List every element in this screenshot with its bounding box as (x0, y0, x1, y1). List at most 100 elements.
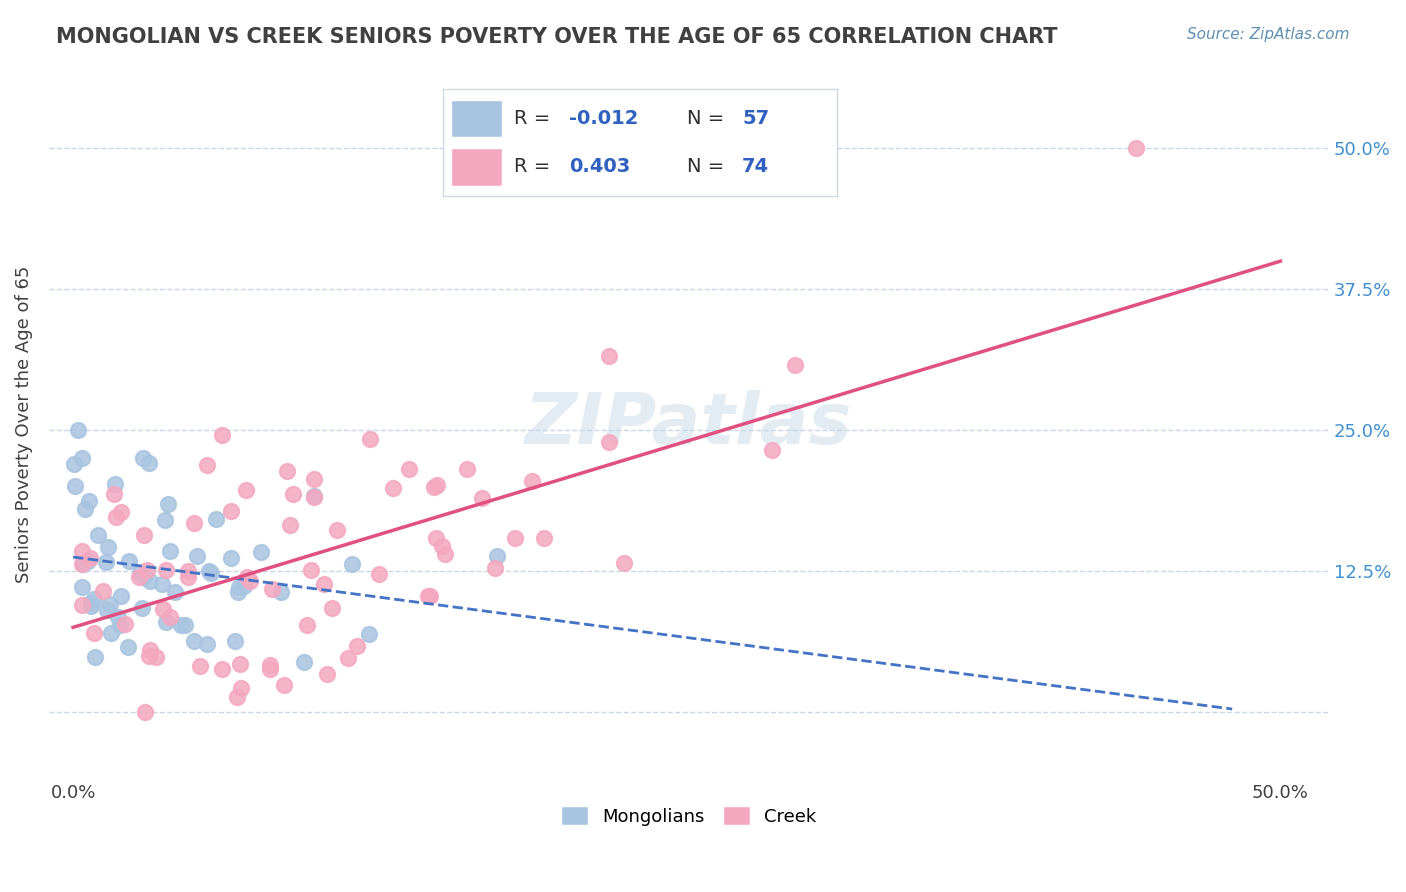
Creek (134, 705, 156, 719)
Creek (103, 486, 125, 500)
Creek (225, 690, 247, 704)
Y-axis label: Seniors Poverty Over the Age of 65: Seniors Poverty Over the Age of 65 (15, 266, 32, 582)
Mongolians (150, 577, 173, 591)
Creek (262, 582, 284, 596)
Creek (259, 662, 281, 676)
Creek (295, 617, 318, 632)
Creek (236, 569, 259, 583)
FancyBboxPatch shape (451, 100, 502, 137)
Mongolians (70, 580, 93, 594)
Creek (359, 432, 381, 446)
Mongolians (96, 603, 118, 617)
Creek (104, 510, 127, 524)
Mongolians (170, 618, 193, 632)
Creek (229, 681, 252, 696)
Mongolians (270, 584, 292, 599)
Creek (302, 473, 325, 487)
Creek (456, 461, 478, 475)
Creek (503, 532, 526, 546)
Mongolians (183, 634, 205, 648)
Mongolians (153, 513, 176, 527)
Mongolians (228, 584, 250, 599)
Mongolians (186, 549, 208, 563)
Text: N =: N = (688, 157, 731, 176)
Mongolians (73, 502, 96, 516)
Creek (761, 443, 783, 458)
Creek (177, 564, 200, 578)
Mongolians (224, 634, 246, 648)
Text: R =: R = (513, 109, 557, 128)
Mongolians (86, 528, 108, 542)
Creek (259, 657, 281, 672)
Mongolians (134, 570, 156, 584)
Mongolians (107, 609, 129, 624)
Mongolians (304, 489, 326, 503)
Creek (221, 504, 243, 518)
Mongolians (62, 457, 84, 471)
Mongolians (104, 477, 127, 491)
Mongolians (292, 655, 315, 669)
Creek (520, 475, 543, 489)
Creek (139, 642, 162, 657)
Creek (418, 589, 440, 603)
Creek (70, 598, 93, 612)
Creek (426, 477, 449, 491)
Creek (382, 481, 405, 495)
Creek (533, 531, 555, 545)
Creek (278, 517, 301, 532)
Mongolians (83, 591, 105, 606)
Mongolians (77, 554, 100, 568)
Mongolians (96, 555, 118, 569)
Creek (484, 560, 506, 574)
Mongolians (486, 549, 509, 563)
Mongolians (157, 497, 180, 511)
Mongolians (204, 512, 226, 526)
Mongolians (159, 544, 181, 558)
Creek (235, 483, 257, 498)
Creek (155, 563, 177, 577)
Creek (598, 435, 620, 450)
Mongolians (118, 554, 141, 568)
Creek (152, 601, 174, 615)
Text: N =: N = (688, 109, 731, 128)
Creek (79, 551, 101, 566)
Creek (138, 649, 160, 664)
Creek (128, 570, 150, 584)
Mongolians (80, 599, 103, 613)
Creek (346, 639, 368, 653)
Creek (228, 657, 250, 671)
Creek (430, 539, 453, 553)
Mongolians (163, 585, 186, 599)
Mongolians (108, 618, 131, 632)
Text: 0.403: 0.403 (569, 157, 630, 176)
Mongolians (219, 550, 242, 565)
Legend: Mongolians, Creek: Mongolians, Creek (553, 797, 825, 835)
Creek (110, 505, 132, 519)
Mongolians (77, 494, 100, 508)
Creek (159, 610, 181, 624)
Text: -0.012: -0.012 (569, 109, 638, 128)
Creek (83, 626, 105, 640)
Creek (177, 569, 200, 583)
Mongolians (66, 423, 89, 437)
Text: 57: 57 (742, 109, 769, 128)
Mongolians (110, 590, 132, 604)
Mongolians (195, 637, 218, 651)
Mongolians (138, 574, 160, 589)
Creek (211, 428, 233, 442)
Creek (188, 658, 211, 673)
Mongolians (128, 566, 150, 581)
Mongolians (72, 557, 94, 571)
Creek (336, 650, 359, 665)
Creek (314, 576, 336, 591)
Creek (398, 461, 420, 475)
Mongolians (79, 596, 101, 610)
Creek (273, 678, 295, 692)
Creek (321, 601, 343, 615)
Mongolians (63, 479, 86, 493)
Mongolians (97, 540, 120, 554)
Text: MONGOLIAN VS CREEK SENIORS POVERTY OVER THE AGE OF 65 CORRELATION CHART: MONGOLIAN VS CREEK SENIORS POVERTY OVER … (56, 27, 1057, 46)
Mongolians (228, 580, 250, 594)
Creek (326, 523, 349, 537)
Creek (1125, 140, 1147, 154)
